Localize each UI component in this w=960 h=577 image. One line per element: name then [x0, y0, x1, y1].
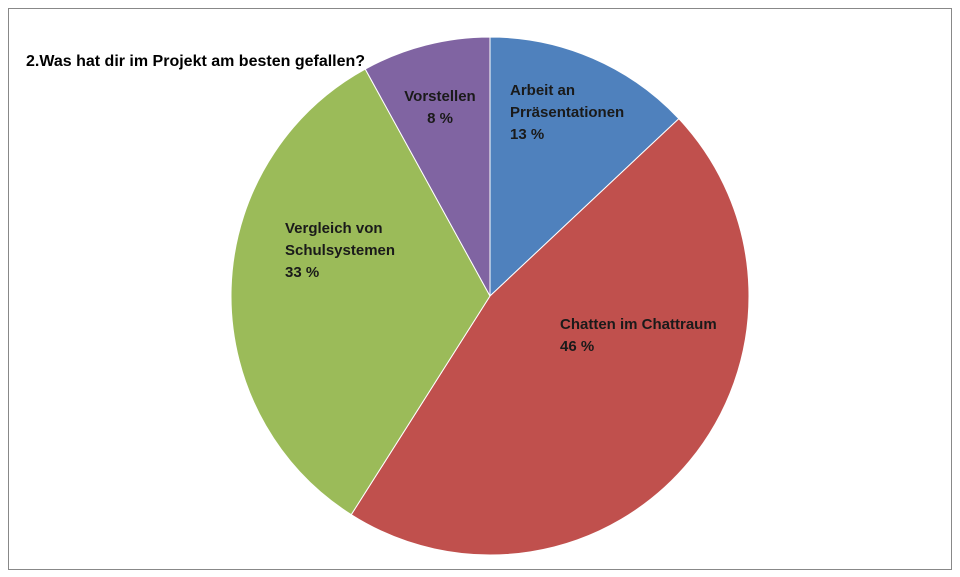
value-label: 13 %: [510, 126, 545, 143]
data-label: Vergleich von Schulsystemen 33 %: [285, 218, 425, 284]
pie-slice: [350, 117, 750, 556]
value-label: 8 %: [427, 110, 453, 127]
pie-slice: [364, 36, 491, 297]
category-label: Chatten im Chattraum: [560, 316, 717, 333]
data-label: Chatten im Chattraum 46 %: [560, 314, 760, 358]
pie-slice: [230, 68, 491, 516]
value-label: 33 %: [285, 264, 320, 281]
data-label: Vorstellen 8 %: [390, 86, 490, 130]
value-label: 46 %: [560, 338, 595, 355]
category-label: Arbeit an Prräsentationen: [510, 82, 625, 121]
pie-slice: [489, 36, 680, 298]
data-label: Arbeit an Prräsentationen 13 %: [510, 80, 660, 146]
category-label: Vergleich von Schulsystemen: [285, 220, 396, 259]
category-label: Vorstellen: [404, 88, 476, 105]
chart-title: 2.Was hat dir im Projekt am besten gefal…: [26, 53, 366, 70]
